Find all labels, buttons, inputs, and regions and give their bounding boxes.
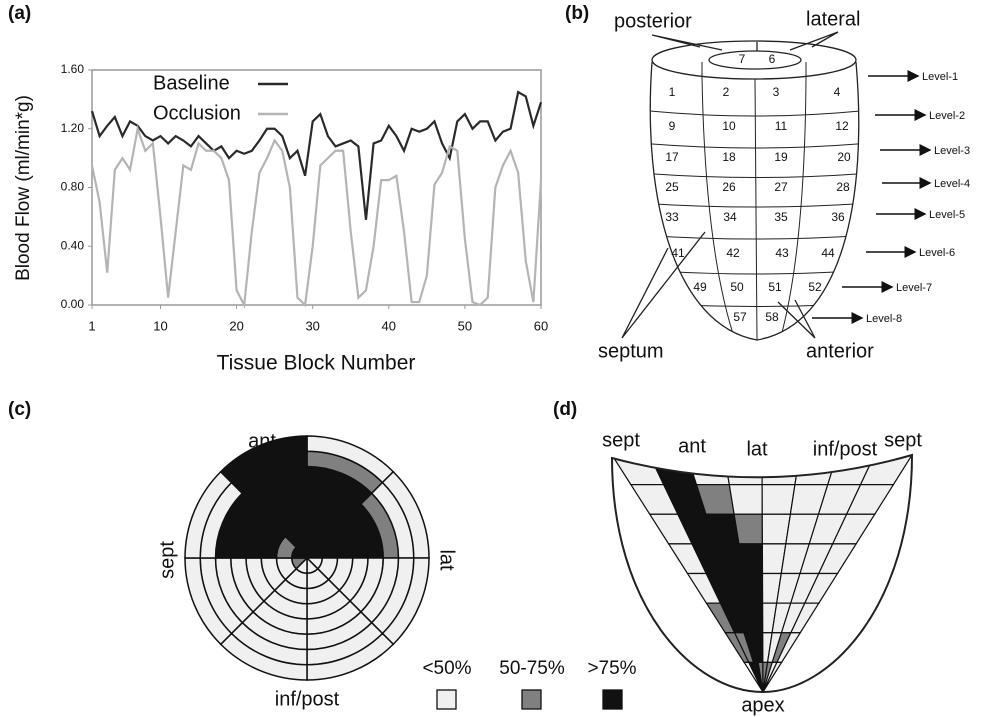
- segment-number: 42: [726, 246, 740, 260]
- heart-outline: [621, 31, 860, 341]
- segment-number: 18: [722, 150, 736, 164]
- level-label: Level-4: [934, 178, 970, 190]
- polar-map-cell: [733, 513, 763, 545]
- level-label: Level-2: [929, 110, 965, 122]
- segment-number: 4: [834, 85, 841, 99]
- segment-number: 43: [775, 246, 789, 260]
- segment-number: 50: [730, 280, 744, 294]
- x-tick-label: 20: [229, 318, 243, 333]
- polar-map-cell: [738, 543, 764, 575]
- bullseye-cell: [219, 435, 308, 484]
- segment-number: 1: [669, 85, 676, 99]
- polar-map-label: sept: [884, 429, 922, 451]
- x-tick-label: 30: [305, 318, 319, 333]
- segment-number: 10: [722, 119, 736, 133]
- level-label: Level-3: [934, 145, 970, 157]
- segment-number: 6: [769, 52, 776, 66]
- legend-label: 50-75%: [499, 658, 565, 679]
- level-label: Level-6: [919, 247, 955, 259]
- y-axis-label: Blood Flow (ml/min*g): [13, 95, 34, 281]
- bullseye-label: lat: [436, 549, 458, 571]
- bullseye-label: ant: [248, 430, 276, 452]
- y-tick-label: 0.00: [61, 297, 85, 311]
- y-tick-label: 1.60: [61, 62, 85, 76]
- heart-label: anterior: [806, 340, 874, 362]
- segment-number: 17: [665, 150, 679, 164]
- polar-map-cell: [761, 484, 796, 515]
- y-tick-label: 0.40: [61, 238, 85, 252]
- segment-number: 11: [775, 119, 788, 133]
- bullseye-label: inf/post: [275, 688, 340, 710]
- polar-map-label: inf/post: [813, 438, 878, 460]
- panel-label: (b): [565, 3, 589, 24]
- segment-number: 25: [665, 180, 679, 194]
- segment-number: 19: [774, 150, 788, 164]
- segment-number: 27: [774, 180, 788, 194]
- legend-label: Baseline: [153, 72, 230, 94]
- legend-label: <50%: [422, 658, 471, 679]
- panel-label: (a): [8, 3, 31, 24]
- segment-number: 51: [768, 280, 782, 294]
- segment-number: 44: [821, 246, 835, 260]
- legend-swatch: [521, 689, 542, 710]
- segment-number: 12: [835, 119, 849, 133]
- legend-label: Occlusion: [153, 102, 241, 124]
- panel-label: (c): [8, 399, 31, 420]
- segment-number: 9: [669, 119, 676, 133]
- polar-map-label: lat: [746, 438, 768, 460]
- level-label: Level-8: [866, 313, 902, 325]
- segment-number: 28: [836, 180, 850, 194]
- polar-map-cell: [761, 455, 801, 486]
- x-tick-label: 40: [382, 318, 396, 333]
- polar-map-label: apex: [741, 694, 784, 716]
- polar-map-cell: [762, 661, 783, 692]
- x-tick-label: 60: [534, 318, 548, 333]
- panel-label: (d): [553, 399, 577, 420]
- segment-number: 26: [722, 180, 736, 194]
- segment-number: 34: [723, 210, 737, 224]
- level-label: Level-1: [922, 71, 958, 83]
- polar-map-label: ant: [678, 435, 706, 457]
- x-axis-label: Tissue Block Number: [217, 352, 416, 375]
- polar-map-grid: [612, 455, 912, 692]
- segment-number: 57: [733, 310, 747, 324]
- heart-label: posterior: [614, 10, 692, 32]
- bullseye-label: sept: [156, 541, 178, 579]
- series-line: [90, 90, 543, 220]
- polar-map-outline: [610, 453, 914, 694]
- segment-number: 33: [665, 210, 679, 224]
- heart-label: septum: [598, 340, 664, 362]
- series-line: [90, 124, 543, 309]
- legend-label: >75%: [587, 658, 636, 679]
- legend-swatch: [602, 689, 623, 710]
- segment-number: 35: [774, 210, 788, 224]
- level-label: Level-7: [896, 282, 932, 294]
- level-label: Level-5: [929, 209, 965, 221]
- segment-number: 3: [773, 85, 780, 99]
- segment-number: 52: [808, 280, 822, 294]
- legend-swatch: [436, 689, 457, 710]
- segment-number: 41: [671, 246, 685, 260]
- segment-number: 7: [739, 52, 746, 66]
- heart-label: lateral: [806, 8, 860, 30]
- segment-number: 2: [723, 85, 730, 99]
- segment-number: 58: [765, 310, 779, 324]
- x-tick-label: 50: [458, 318, 472, 333]
- y-tick-label: 1.20: [61, 121, 85, 135]
- x-tick-label: 1: [88, 318, 95, 333]
- polar-map-cell: [728, 484, 763, 515]
- polar-map-label: sept: [602, 429, 640, 451]
- x-tick-label: 10: [153, 318, 167, 333]
- segment-number: 20: [837, 150, 851, 164]
- segment-number: 49: [693, 280, 707, 294]
- y-tick-label: 0.80: [61, 180, 85, 194]
- segment-number: 36: [831, 210, 845, 224]
